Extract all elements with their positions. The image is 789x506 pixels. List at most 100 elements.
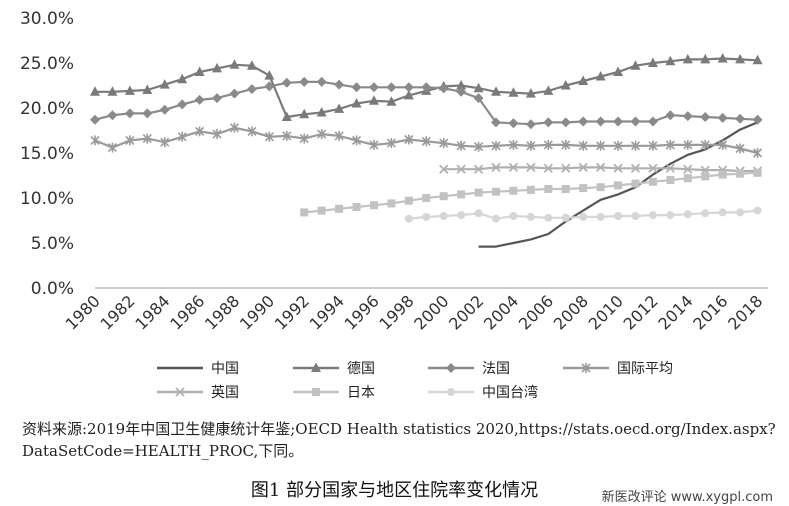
data-point: [124, 108, 135, 119]
data-point: [212, 93, 223, 104]
data-point: [492, 187, 501, 196]
legend-label: 法国: [482, 361, 510, 377]
data-point: [246, 60, 257, 70]
data-point: [630, 116, 641, 127]
x-tick-label: 2008: [550, 291, 592, 333]
data-point: [369, 139, 379, 150]
x-tick-label: 1994: [306, 291, 348, 333]
data-point: [439, 192, 448, 201]
legend-label: 德国: [347, 361, 375, 377]
y-tick-label: 0.0%: [31, 279, 74, 299]
data-point: [159, 79, 170, 89]
x-tick-label: 1990: [236, 291, 278, 333]
data-point: [491, 162, 501, 173]
x-tick-label: 1982: [96, 291, 138, 333]
y-tick-label: 25.0%: [20, 54, 74, 74]
data-point: [613, 163, 623, 173]
data-point: [368, 82, 379, 93]
x-axis: 1980198219841986198819901992199419961998…: [62, 287, 768, 334]
data-point: [666, 211, 675, 220]
data-point: [666, 176, 675, 184]
data-point: [299, 133, 309, 144]
data-point: [90, 114, 100, 125]
data-point: [682, 111, 693, 122]
data-point: [403, 82, 414, 93]
data-point: [142, 84, 153, 94]
data-point: [613, 140, 623, 151]
data-point: [142, 108, 153, 119]
legend-item: 中国: [157, 361, 239, 377]
data-point: [474, 141, 484, 152]
source-note: 资料来源:2019年中国卫生健康统计年鉴;OECD Health statist…: [22, 420, 776, 460]
data-point: [614, 212, 623, 220]
data-point: [647, 57, 658, 67]
series-0: [478, 121, 758, 248]
data-point: [578, 162, 588, 173]
data-point: [508, 118, 519, 129]
data-point: [700, 53, 711, 64]
data-point: [701, 209, 710, 218]
data-point: [264, 70, 275, 80]
legend-marker: [311, 362, 321, 372]
data-point: [718, 170, 727, 179]
data-point: [752, 54, 763, 65]
data-point: [160, 137, 170, 148]
data-point: [439, 212, 448, 220]
data-point: [736, 169, 745, 178]
data-point: [735, 53, 746, 64]
legend-item: 中国台湾: [428, 384, 538, 401]
data-point: [596, 183, 605, 192]
x-tick-label: 2016: [689, 291, 731, 333]
data-point: [281, 77, 292, 88]
legend-marker: [581, 363, 591, 373]
data-point: [177, 73, 188, 84]
data-point: [264, 131, 274, 142]
x-tick-label: 2006: [515, 291, 557, 333]
data-point: [648, 211, 657, 220]
x-tick-label: 2012: [620, 291, 662, 333]
x-tick-label: 1992: [271, 291, 313, 333]
data-point: [474, 188, 483, 197]
x-tick-label: 2018: [724, 291, 766, 333]
data-point: [578, 116, 589, 127]
data-point: [107, 142, 118, 153]
data-point: [525, 88, 536, 98]
data-point: [194, 94, 205, 105]
data-point: [386, 96, 397, 106]
data-point: [630, 60, 641, 70]
data-point: [404, 134, 414, 145]
data-point: [456, 80, 467, 90]
legend-label: 英国: [211, 384, 239, 401]
data-point: [229, 88, 240, 99]
data-point: [247, 126, 257, 137]
data-point: [526, 140, 536, 151]
data-point: [509, 186, 518, 195]
data-point: [264, 81, 275, 92]
x-tick-label: 2000: [410, 291, 452, 333]
legend-marker: [312, 388, 320, 396]
data-point: [665, 110, 676, 121]
data-point: [736, 208, 745, 217]
data-point: [212, 62, 223, 73]
data-point: [630, 140, 641, 151]
data-point: [404, 196, 413, 205]
legend-marker: [175, 387, 185, 397]
data-point: [474, 209, 483, 218]
data-point: [491, 86, 502, 96]
data-point: [630, 163, 641, 173]
legend-item: 法国: [428, 361, 510, 377]
data-point: [665, 163, 675, 173]
data-point: [457, 190, 466, 199]
data-point: [718, 208, 727, 217]
data-point: [491, 140, 501, 151]
data-point: [665, 55, 676, 66]
data-point: [438, 83, 449, 94]
data-point: [648, 163, 658, 173]
data-point: [648, 177, 657, 186]
data-point: [282, 130, 292, 141]
data-point: [368, 95, 379, 105]
data-point: [508, 139, 519, 150]
data-point: [509, 212, 518, 220]
data-point: [421, 82, 432, 93]
data-point: [473, 164, 484, 174]
